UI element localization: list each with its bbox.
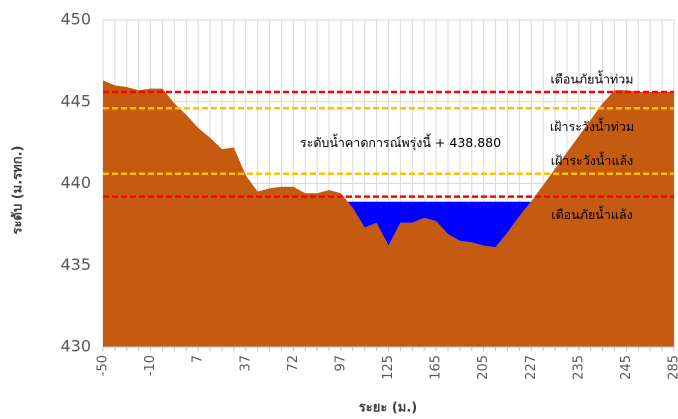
- x-tick-label: -50: [96, 355, 111, 376]
- y-tick-label: 435: [60, 255, 91, 274]
- reference-label: เฝ้าระวังน้ำท่วม: [550, 117, 634, 134]
- x-tick-label: 205: [476, 355, 491, 380]
- x-tick-label: 72: [286, 355, 301, 372]
- terrain-area: [103, 80, 674, 348]
- x-tick-label: 245: [619, 355, 634, 380]
- y-tick-label: 430: [60, 337, 91, 356]
- x-tick-label: 227: [524, 355, 539, 380]
- x-axis-label: ระยะ (ม.): [359, 401, 417, 416]
- water-label: ระดับน้ำคาดการณ์พรุ่งนี้ +438.880: [300, 133, 501, 151]
- reference-label: เตือนภัยน้ำท่วม: [550, 69, 633, 86]
- x-tick-label: 165: [429, 355, 444, 380]
- x-tick-label: 235: [571, 355, 586, 380]
- x-tick-label: 97: [333, 355, 348, 372]
- x-tick-label: 285: [667, 355, 678, 380]
- y-tick-label: 450: [60, 10, 91, 29]
- y-tick-label: 440: [60, 173, 91, 192]
- water-label-value: 438.880: [449, 135, 501, 150]
- x-tick-label: 7: [191, 355, 206, 363]
- x-tick-label: 125: [381, 355, 396, 380]
- x-tick-label: 37: [238, 355, 253, 372]
- y-tick-label: 445: [60, 91, 91, 110]
- water-label-name: ระดับน้ำคาดการณ์พรุ่งนี้ +: [300, 133, 446, 151]
- x-tick-label: -10: [143, 355, 158, 376]
- reference-label: เตือนภัยน้ำแล้ง: [551, 205, 632, 222]
- y-axis-label: ระดับ (ม.รทก.): [11, 146, 26, 235]
- water-area: [103, 201, 674, 248]
- reference-label: เฝ้าระวังน้ำแล้ง: [551, 151, 634, 168]
